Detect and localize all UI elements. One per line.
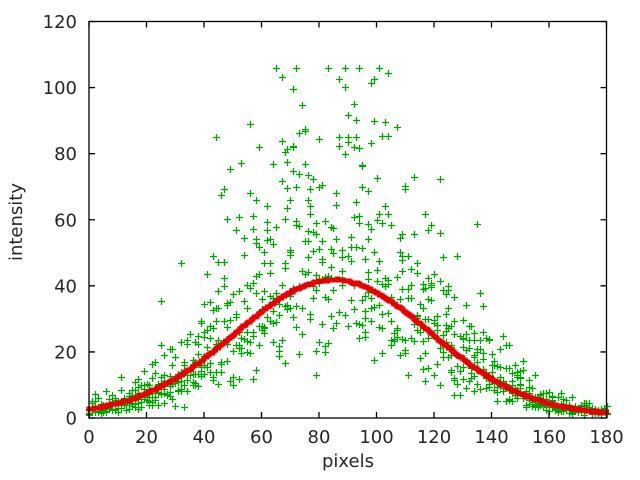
y-tick-label: 120 bbox=[43, 12, 77, 33]
y-tick-label: 0 bbox=[66, 409, 77, 430]
y-tick-label: 80 bbox=[54, 144, 77, 165]
y-tick-label: 60 bbox=[54, 210, 77, 231]
axis-ticks bbox=[88, 20, 608, 419]
x-tick-label: 40 bbox=[193, 427, 216, 448]
x-tick-label: 140 bbox=[474, 427, 508, 448]
x-tick-label: 20 bbox=[135, 427, 158, 448]
x-tick-label: 60 bbox=[250, 427, 273, 448]
y-axis-title: intensity bbox=[6, 182, 27, 262]
x-tick-label: 100 bbox=[359, 427, 393, 448]
x-tick-label: 80 bbox=[308, 427, 331, 448]
scatter-series bbox=[86, 65, 611, 419]
plot-border bbox=[88, 20, 608, 419]
y-tick-label: 20 bbox=[54, 342, 77, 363]
x-tick-label: 0 bbox=[83, 427, 94, 448]
x-tick-label: 120 bbox=[417, 427, 451, 448]
x-tick-label: 160 bbox=[532, 427, 566, 448]
x-axis-title: pixels bbox=[322, 451, 374, 472]
x-tick-label: 180 bbox=[589, 427, 623, 448]
y-tick-label: 100 bbox=[43, 78, 77, 99]
y-tick-label: 40 bbox=[54, 276, 77, 297]
